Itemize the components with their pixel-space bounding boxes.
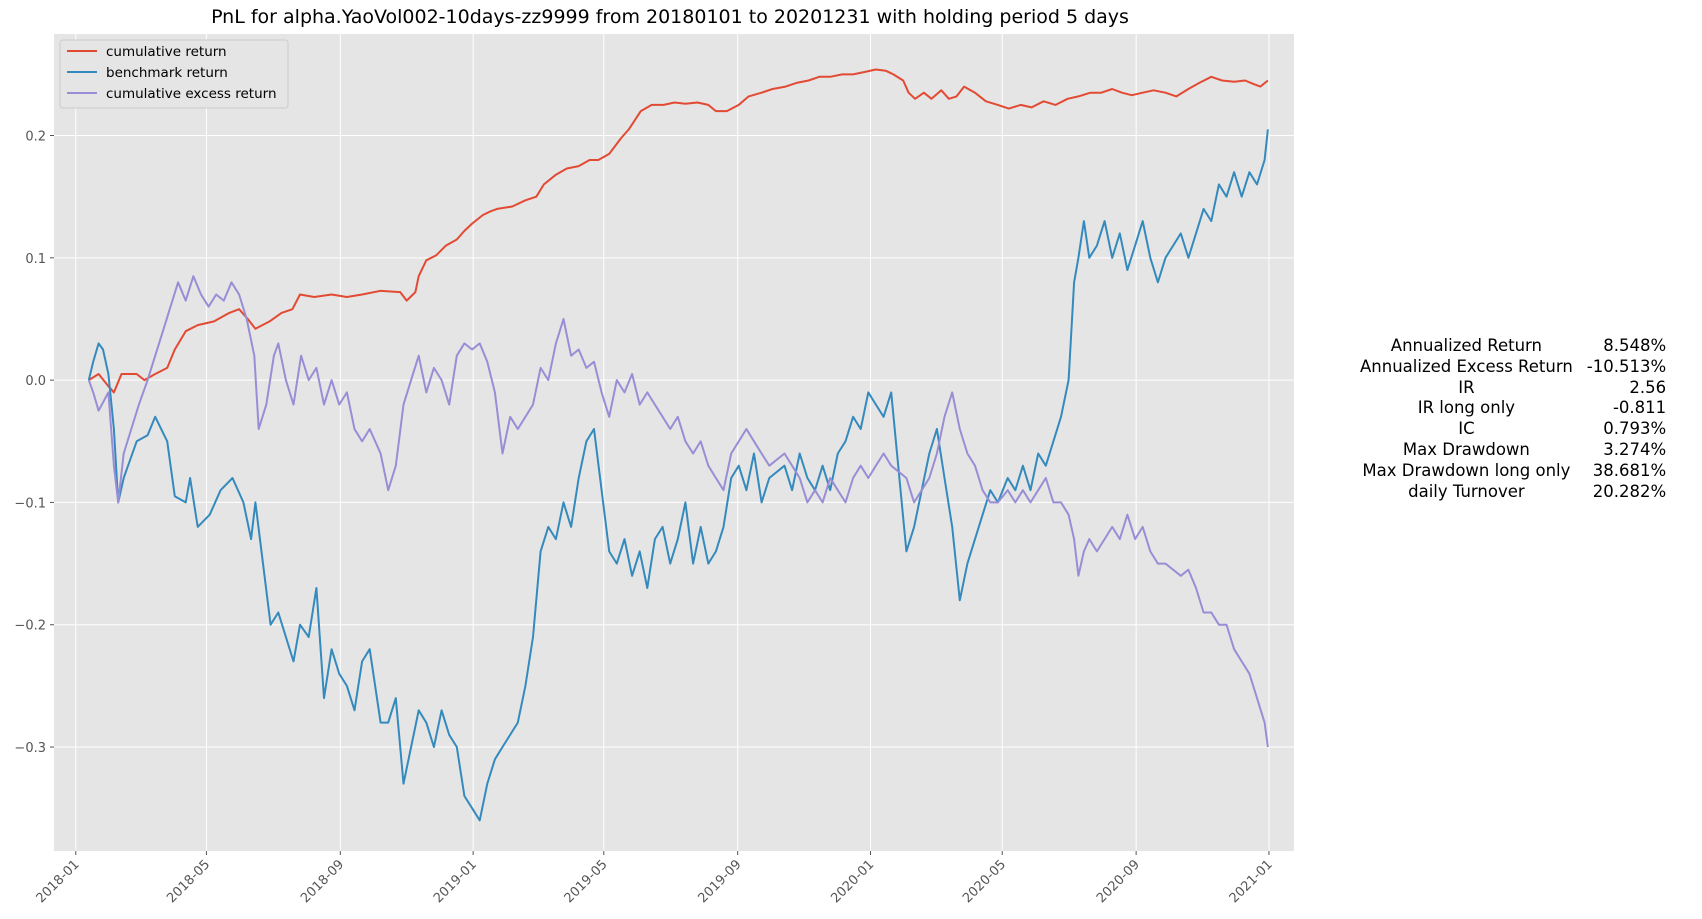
series-line-benchmark-return bbox=[87, 129, 1269, 822]
legend-label-benchmark-return: benchmark return bbox=[106, 65, 228, 81]
x-axis: 2018-01 2018-05 2018-09 2019-01 2019-05 2019-… bbox=[34, 851, 1276, 906]
x-tick-label: 2019-09 bbox=[695, 857, 744, 906]
series-line-cumulative-return bbox=[88, 68, 1269, 394]
stat-label: Max Drawdown bbox=[1402, 439, 1530, 459]
series-line-cumulative-excess-return bbox=[87, 275, 1269, 748]
x-tick-label: 2019-01 bbox=[431, 857, 480, 906]
stat-label: IR bbox=[1458, 377, 1475, 397]
y-tick-label: 0.0 bbox=[25, 374, 46, 389]
x-tick-label: 2018-01 bbox=[34, 857, 83, 906]
stats-row: IC 0.793% bbox=[1360, 419, 1666, 440]
stats-row: IR long only -0.811 bbox=[1360, 398, 1666, 419]
y-tick-label: 0.2 bbox=[25, 130, 46, 145]
stat-value: 8.548% bbox=[1603, 336, 1667, 355]
x-tick-label: 2021-01 bbox=[1227, 857, 1276, 906]
x-tick-label: 2020-09 bbox=[1094, 857, 1143, 906]
stat-label: IC bbox=[1458, 419, 1475, 439]
stats-row: IR 2.56 bbox=[1360, 378, 1666, 399]
stat-label: Max Drawdown long only bbox=[1362, 460, 1571, 480]
stat-value: 20.282% bbox=[1592, 481, 1667, 501]
stat-label: Annualized Return bbox=[1390, 336, 1543, 355]
y-tick-label: 0.1 bbox=[25, 252, 46, 267]
stats-row: Max Drawdown long only 38.681% bbox=[1360, 461, 1666, 482]
stat-value: 2.56 bbox=[1629, 377, 1667, 397]
legend-label-cumulative-return: cumulative return bbox=[106, 44, 227, 60]
y-tick-label: −0.2 bbox=[14, 619, 46, 634]
x-tick-label: 2019-05 bbox=[562, 857, 611, 906]
x-tick-label: 2018-09 bbox=[298, 857, 347, 906]
stat-label: daily Turnover bbox=[1408, 481, 1525, 501]
legend-box bbox=[59, 39, 289, 109]
stats-row: Annualized Excess Return -10.513% bbox=[1360, 357, 1666, 378]
stat-value: -0.811 bbox=[1612, 398, 1667, 418]
stat-label: IR long only bbox=[1417, 398, 1516, 418]
legend-label-cumulative-excess-return: cumulative excess return bbox=[106, 86, 277, 102]
x-tick-label: 2020-01 bbox=[828, 857, 877, 906]
stat-value: 38.681% bbox=[1592, 460, 1667, 480]
stat-value: -10.513% bbox=[1586, 356, 1667, 376]
stat-value: 0.793% bbox=[1603, 419, 1667, 439]
y-tick-label: −0.1 bbox=[14, 496, 46, 511]
y-axis: 0.2 0.1 0.0 −0.1 −0.2 −0.3 bbox=[14, 130, 54, 756]
x-tick-label: 2020-05 bbox=[960, 857, 1009, 906]
x-tick-label: 2018-05 bbox=[164, 857, 213, 906]
plot-area bbox=[54, 34, 1294, 851]
stat-value: 3.274% bbox=[1603, 439, 1667, 459]
stats-row: Annualized Return 8.548% bbox=[1360, 336, 1666, 357]
y-tick-label: −0.3 bbox=[14, 741, 46, 756]
chart-title: PnL for alpha.YaoVol002-10days-zz9999 fr… bbox=[211, 6, 1129, 28]
stats-table: Annualized Return 8.548% Annualized Excess… bbox=[1360, 336, 1666, 502]
legend: cumulative return benchmark return cumul… bbox=[59, 39, 289, 109]
stats-row: Max Drawdown 3.274% bbox=[1360, 440, 1666, 461]
series-lines bbox=[87, 68, 1269, 822]
stats-row: daily Turnover 20.282% bbox=[1360, 482, 1666, 503]
stat-label: Annualized Excess Return bbox=[1360, 356, 1573, 376]
grid bbox=[54, 34, 1294, 851]
